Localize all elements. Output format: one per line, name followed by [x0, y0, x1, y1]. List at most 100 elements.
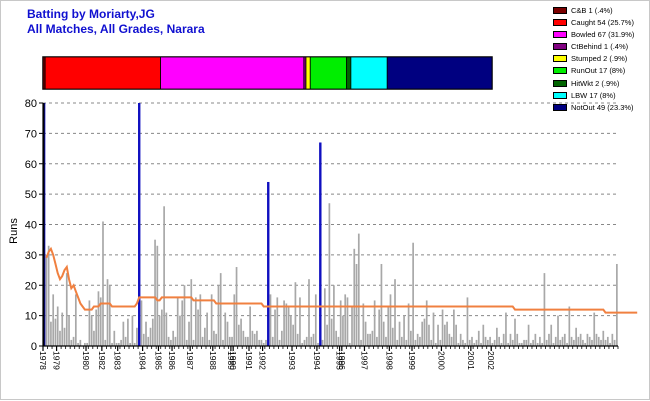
- x-tick-label: 1978: [38, 351, 48, 370]
- innings-bar: [500, 342, 503, 346]
- innings-bar: [477, 330, 480, 346]
- innings-bar: [505, 312, 507, 346]
- legend-item: Bowled 67 (31.9%): [551, 29, 647, 40]
- dismissal-segment: [160, 56, 305, 90]
- innings-bar: [342, 315, 344, 346]
- innings-bar: [548, 333, 550, 346]
- innings-bar: [471, 336, 473, 346]
- innings-bar: [419, 336, 421, 346]
- innings-bar: [466, 297, 469, 346]
- innings-bar: [242, 330, 245, 346]
- innings-bar: [575, 327, 577, 346]
- innings-bar: [210, 294, 213, 346]
- y-axis: 0 10 20 30 40 50 60 70 80: [25, 98, 44, 353]
- innings-bar: [45, 254, 48, 346]
- innings-bar: [552, 342, 555, 346]
- x-tick-label: 1995: [335, 351, 345, 370]
- innings-bar: [518, 342, 521, 346]
- innings-bar: [95, 309, 98, 346]
- innings-bar: [192, 339, 195, 346]
- innings-bar: [364, 321, 367, 346]
- innings-bar: [428, 324, 430, 346]
- legend-label: CtBehind 1 (.4%): [571, 42, 629, 52]
- innings-bar: [353, 248, 356, 346]
- innings-bar: [439, 339, 442, 346]
- innings-bar: [70, 339, 73, 346]
- innings-bar: [407, 303, 410, 346]
- innings-bar: [267, 181, 270, 346]
- x-tick-label: 1994: [312, 351, 322, 370]
- innings-bar: [190, 279, 193, 346]
- innings-bar: [541, 342, 544, 346]
- innings-bar: [448, 333, 451, 346]
- innings-bar: [145, 321, 147, 346]
- innings-bar: [133, 342, 136, 346]
- innings-bar: [199, 294, 202, 346]
- legend-swatch: [553, 43, 567, 51]
- legend-swatch: [553, 67, 567, 75]
- innings-bar: [317, 342, 319, 346]
- innings-bar: [593, 312, 596, 346]
- innings-bar: [498, 336, 501, 346]
- innings-bar: [380, 263, 383, 346]
- innings-bar: [536, 342, 539, 346]
- legend-item: LBW 17 (8%): [551, 90, 647, 101]
- legend-label: C&B 1 (.4%): [571, 6, 613, 15]
- innings-bar: [579, 333, 582, 346]
- average-line: [45, 246, 638, 314]
- legend-item: HitWkt 2 (.9%): [551, 78, 647, 89]
- innings-bar: [532, 339, 534, 346]
- x-tick-label: 1985: [153, 351, 163, 370]
- innings-bar: [462, 339, 464, 346]
- innings-bar: [387, 306, 390, 346]
- innings-bar: [50, 321, 52, 346]
- innings-bar: [443, 324, 446, 346]
- innings-bar: [142, 333, 145, 346]
- innings-bar: [391, 327, 394, 346]
- innings-bar: [219, 273, 222, 346]
- legend: C&B 1 (.4%) Caught 54 (25.7%) Bowled 67 (3…: [551, 5, 647, 114]
- innings-bar: [491, 342, 494, 346]
- innings-bar: [172, 330, 175, 346]
- innings-bar: [292, 324, 294, 346]
- x-tick-label: 1997: [359, 351, 369, 370]
- innings-bar: [231, 336, 233, 346]
- innings-bar: [457, 342, 460, 346]
- x-tick-label: 1991: [244, 351, 254, 370]
- innings-bar: [398, 321, 401, 346]
- legend-swatch: [553, 31, 567, 39]
- dismissal-segment: [309, 56, 348, 90]
- legend-item: NotOut 49 (23.3%): [551, 102, 647, 113]
- legend-item: Stumped 2 (.9%): [551, 53, 647, 64]
- innings-bar: [432, 312, 435, 346]
- innings-bar: [54, 318, 57, 346]
- innings-bar: [260, 339, 263, 346]
- innings-bar: [201, 336, 204, 346]
- innings-bar: [453, 309, 455, 346]
- innings-bar: [240, 318, 242, 346]
- legend-swatch: [553, 19, 567, 27]
- innings-bar: [588, 336, 591, 346]
- innings-bar: [285, 303, 288, 346]
- innings-bar: [222, 339, 224, 346]
- innings-bar: [486, 339, 489, 346]
- innings-bar: [484, 336, 487, 346]
- innings-bar: [611, 333, 614, 346]
- innings-bar: [385, 336, 387, 346]
- innings-bar: [247, 336, 249, 346]
- innings-bar: [523, 339, 525, 346]
- innings-bar: [482, 324, 485, 346]
- innings-bar: [434, 342, 437, 346]
- innings-bar: [106, 279, 109, 346]
- innings-bar: [79, 339, 82, 346]
- innings-bar: [256, 330, 258, 346]
- innings-bar: [276, 297, 279, 346]
- innings-bar: [561, 336, 564, 346]
- innings-bar: [176, 297, 179, 346]
- y-tick-label: 20: [25, 280, 37, 292]
- innings-bar: [151, 318, 154, 346]
- innings-bar: [197, 309, 199, 346]
- innings-bar: [509, 333, 512, 346]
